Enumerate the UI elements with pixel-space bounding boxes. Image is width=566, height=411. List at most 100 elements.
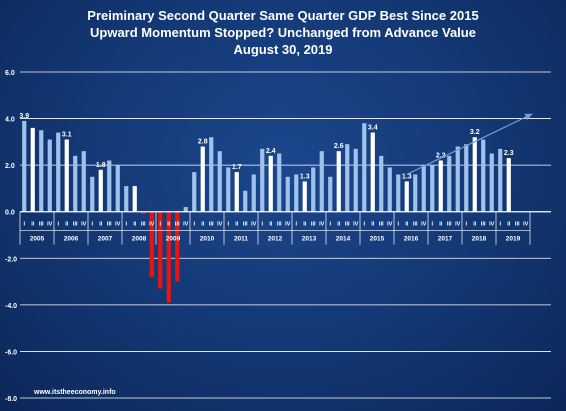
year-tick-label: 2016 (404, 236, 419, 243)
bar (370, 132, 375, 212)
year-tick-label: 2019 (506, 236, 521, 243)
year-tick-label: 2007 (98, 236, 113, 243)
bar (209, 137, 214, 212)
quarter-tick-label: II (303, 222, 307, 228)
quarter-tick-label: III (413, 222, 418, 228)
quarter-tick-label: IV (251, 222, 257, 228)
quarter-tick-label: I (159, 222, 161, 228)
bar (90, 176, 95, 212)
quarter-tick-label: I (125, 222, 127, 228)
bar (149, 211, 154, 277)
quarter-tick-label: II (31, 222, 35, 228)
quarter-tick-label: I (397, 222, 399, 228)
bar (481, 139, 486, 212)
bar (489, 153, 494, 212)
bar (200, 146, 205, 212)
quarter-tick-label: I (363, 222, 365, 228)
quarter-tick-label: I (499, 222, 501, 228)
y-tick-label: 6.0 (5, 70, 15, 77)
bar (345, 144, 350, 212)
quarter-tick-label: III (311, 222, 316, 228)
year-tick-label: 2005 (30, 236, 45, 243)
quarter-tick-label: I (465, 222, 467, 228)
quarter-tick-label: I (193, 222, 195, 228)
year-tick-label: 2011 (234, 236, 248, 243)
bar (115, 165, 120, 212)
quarter-tick-label: II (507, 222, 511, 228)
y-tick-label: 2.0 (5, 163, 15, 170)
bar (158, 211, 163, 289)
y-tick-label: -2.0 (5, 256, 17, 263)
trend-arrow-head (524, 113, 533, 121)
bar (421, 165, 426, 212)
bar (472, 137, 477, 212)
year-tick-label: 2010 (200, 236, 215, 243)
data-label: 1.7 (232, 164, 242, 171)
bar (226, 167, 231, 212)
trend-arrow-line (406, 113, 533, 175)
bar (268, 155, 273, 212)
bar (336, 151, 341, 212)
quarter-tick-label: III (141, 222, 146, 228)
quarter-tick-label: I (227, 222, 229, 228)
bar (166, 211, 171, 303)
bar (464, 144, 469, 212)
data-label: 3.2 (470, 129, 480, 136)
bar (22, 120, 27, 212)
quarter-tick-label: II (167, 222, 171, 228)
bar (311, 167, 316, 212)
quarter-tick-label: III (345, 222, 350, 228)
quarter-tick-label: I (57, 222, 59, 228)
bar (73, 155, 78, 212)
bar (294, 174, 299, 212)
year-tick-label: 2008 (132, 236, 147, 243)
quarter-tick-label: IV (285, 222, 291, 228)
data-label: 1.3 (300, 173, 310, 180)
quarter-tick-label: IV (183, 222, 189, 228)
quarter-tick-label: IV (421, 222, 427, 228)
chart-title-line-2: Upward Momentum Stopped? Unchanged from … (90, 25, 476, 40)
bar (47, 139, 52, 212)
quarter-tick-label: III (243, 222, 248, 228)
data-label: 3.9 (19, 113, 29, 120)
bar (56, 132, 61, 212)
year-tick-label: 2015 (370, 236, 385, 243)
bar (447, 155, 452, 212)
quarter-tick-label: IV (47, 222, 53, 228)
data-label: 2.4 (266, 148, 276, 155)
data-label: 2.6 (334, 143, 344, 150)
bar (217, 151, 222, 212)
bar (455, 146, 460, 212)
bar (132, 186, 137, 212)
y-tick-label: -8.0 (5, 396, 17, 403)
quarter-tick-label: III (209, 222, 214, 228)
quarter-tick-label: I (431, 222, 433, 228)
bar (260, 148, 265, 212)
quarter-tick-label: IV (523, 222, 529, 228)
quarter-tick-label: IV (455, 222, 461, 228)
quarter-tick-label: I (295, 222, 297, 228)
quarter-tick-label: I (261, 222, 263, 228)
quarter-tick-label: II (235, 222, 239, 228)
bar (396, 174, 401, 212)
quarter-tick-label: III (39, 222, 44, 228)
data-label: 2.2 (436, 152, 446, 159)
bar (124, 186, 129, 212)
bar (141, 211, 146, 215)
bar (362, 123, 367, 212)
year-tick-label: 2014 (336, 236, 351, 243)
bar (234, 172, 239, 212)
quarter-tick-label: IV (217, 222, 223, 228)
quarter-tick-label: II (65, 222, 69, 228)
quarter-tick-label: III (277, 222, 282, 228)
bar (319, 151, 324, 212)
data-label: 3.4 (368, 125, 378, 132)
data-label: 2.3 (504, 150, 514, 157)
quarter-tick-label: II (439, 222, 443, 228)
bar (302, 181, 307, 212)
bar (30, 127, 35, 212)
bar (251, 174, 256, 212)
bar (506, 158, 511, 212)
